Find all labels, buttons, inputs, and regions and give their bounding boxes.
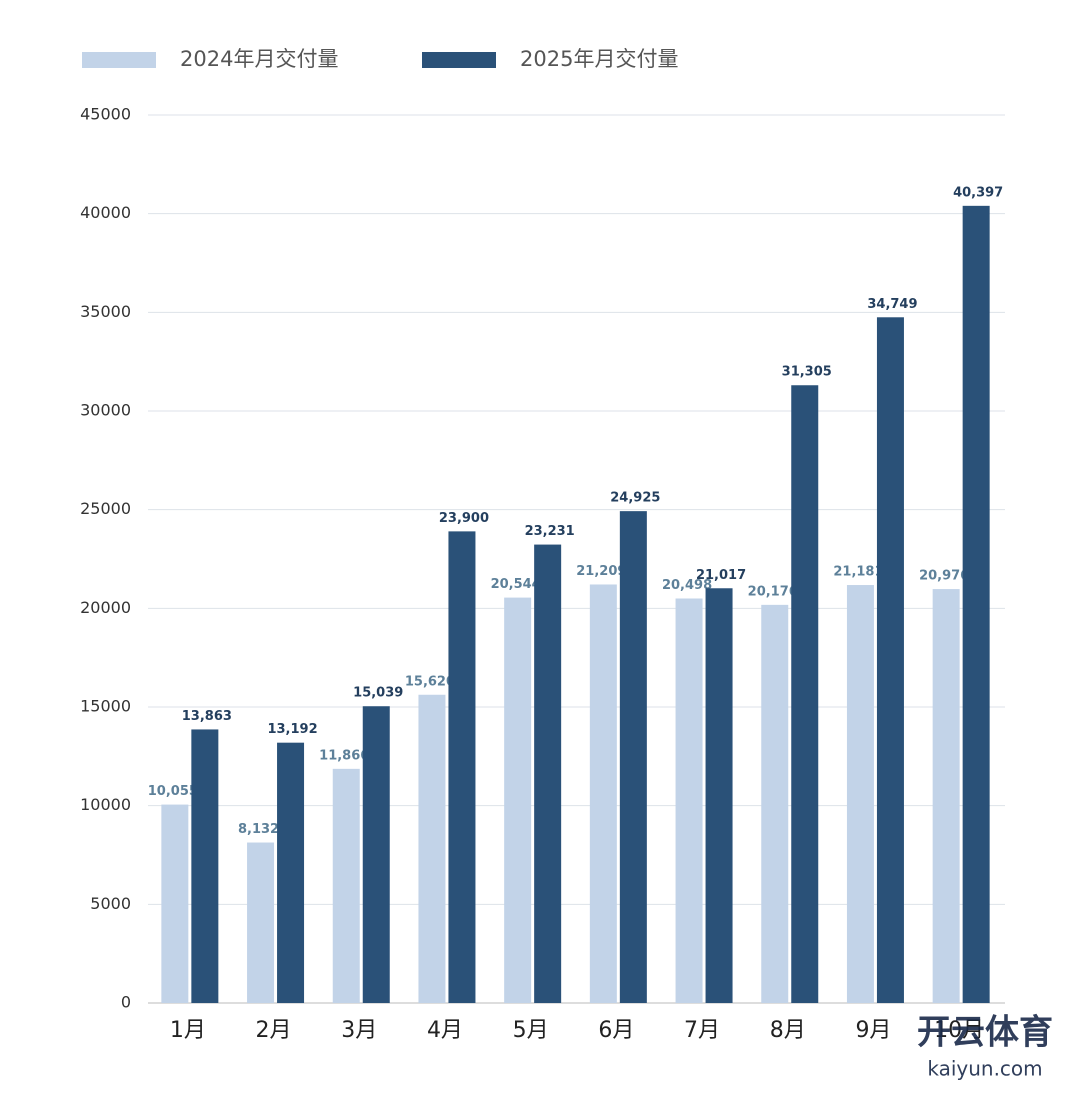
value-label: 24,925 xyxy=(610,491,660,506)
value-label: 20,176 xyxy=(748,584,798,599)
bar xyxy=(448,531,476,1003)
value-label: 20,976 xyxy=(919,569,969,584)
bar xyxy=(418,694,446,1003)
value-label: 13,863 xyxy=(182,709,232,724)
y-tick-label: 15000 xyxy=(80,697,131,716)
y-tick-label: 10000 xyxy=(80,795,131,814)
bar xyxy=(962,205,990,1004)
value-label: 15,039 xyxy=(353,686,403,701)
bar xyxy=(247,842,275,1003)
y-tick-label: 0 xyxy=(121,993,131,1012)
value-label: 23,231 xyxy=(525,524,575,539)
value-label: 21,209 xyxy=(576,564,626,579)
bar xyxy=(534,544,562,1003)
x-tick-label: 9月 xyxy=(855,1018,891,1043)
bar xyxy=(846,585,874,1003)
value-label: 23,900 xyxy=(439,511,489,526)
value-label: 40,397 xyxy=(953,185,1003,200)
bar xyxy=(619,511,647,1003)
x-tick-label: 10月 xyxy=(934,1018,984,1043)
legend-label: 2025年月交付量 xyxy=(520,47,678,71)
y-tick-label: 25000 xyxy=(80,499,131,518)
x-tick-label: 6月 xyxy=(598,1018,634,1043)
legend-swatch xyxy=(422,52,496,68)
x-tick-label: 5月 xyxy=(513,1018,549,1043)
bar xyxy=(362,706,390,1003)
watermark-site: kaiyun.com xyxy=(927,1057,1042,1081)
bar xyxy=(932,589,960,1003)
bar xyxy=(277,742,305,1003)
bar xyxy=(761,604,789,1003)
x-tick-label: 4月 xyxy=(427,1018,463,1043)
watermark-brand: 开云体育 xyxy=(917,1013,1053,1053)
value-label: 21,181 xyxy=(833,565,883,580)
x-tick-label: 1月 xyxy=(170,1018,206,1043)
value-label: 15,620 xyxy=(405,674,455,689)
bar xyxy=(791,385,819,1003)
value-label: 10,055 xyxy=(148,784,198,799)
bar xyxy=(705,588,733,1003)
x-tick-label: 7月 xyxy=(684,1018,720,1043)
legend-label: 2024年月交付量 xyxy=(180,47,338,71)
x-tick-label: 3月 xyxy=(341,1018,377,1043)
y-tick-label: 35000 xyxy=(80,302,131,321)
y-tick-label: 30000 xyxy=(80,401,131,420)
x-tick-label: 8月 xyxy=(770,1018,806,1043)
value-label: 13,192 xyxy=(267,722,317,737)
value-label: 21,017 xyxy=(696,568,746,583)
y-tick-label: 20000 xyxy=(80,598,131,617)
legend-swatch xyxy=(82,52,156,68)
value-label: 20,498 xyxy=(662,578,712,593)
value-label: 8,132 xyxy=(238,822,279,837)
bar xyxy=(191,729,219,1003)
bar xyxy=(161,804,189,1003)
bar xyxy=(332,768,360,1003)
bar xyxy=(504,597,532,1003)
value-label: 11,866 xyxy=(319,748,369,763)
bar xyxy=(589,584,617,1003)
bar xyxy=(876,317,904,1004)
y-tick-label: 45000 xyxy=(80,105,131,124)
value-label: 20,544 xyxy=(491,577,541,592)
value-label: 34,749 xyxy=(867,297,917,312)
bar xyxy=(675,598,703,1003)
value-label: 31,305 xyxy=(782,365,832,380)
watermark: 开云体育 kaiyun.com xyxy=(917,1013,1053,1081)
y-tick-label: 40000 xyxy=(80,203,131,222)
x-tick-label: 2月 xyxy=(256,1018,292,1043)
y-tick-label: 5000 xyxy=(90,894,131,913)
